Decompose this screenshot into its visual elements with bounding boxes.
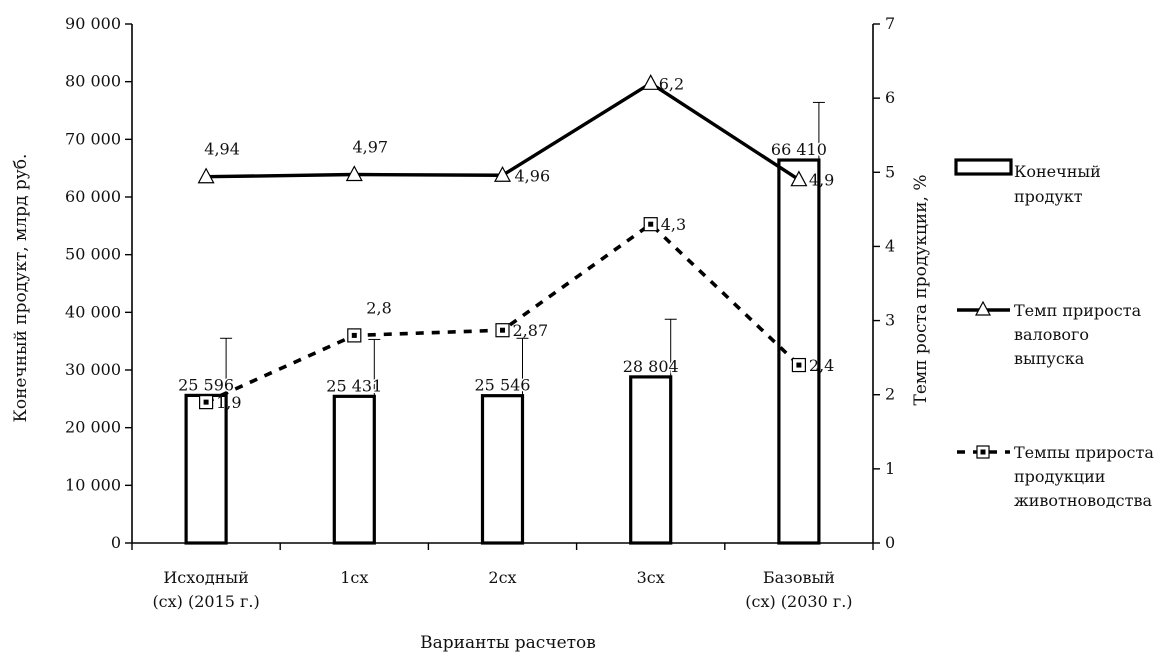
right-tick-label: 0 xyxy=(885,533,895,552)
square-marker-dot xyxy=(500,327,505,333)
legend-label: валового xyxy=(1014,325,1089,344)
legend-label: Темп прироста xyxy=(1014,301,1142,320)
line-value-label: 2,87 xyxy=(513,321,549,340)
bar xyxy=(184,393,228,545)
line-value-label: 1,9 xyxy=(216,393,241,412)
x-tick-label: 3сх xyxy=(637,568,665,587)
legend-label: выпуска xyxy=(1014,349,1085,368)
legend-label: Конечный xyxy=(1014,162,1101,181)
x-axis-title: Варианты расчетов xyxy=(420,633,596,653)
square-marker-dot xyxy=(796,362,802,368)
bars xyxy=(184,101,825,545)
line-value-label: 4,96 xyxy=(515,166,551,185)
legend-triangle-marker xyxy=(974,300,992,316)
legend-square-dot xyxy=(980,449,986,455)
x-tick-label: 1сх xyxy=(340,568,368,587)
bar-value-label: 66 410 xyxy=(771,140,827,159)
left-tick-label: 70 000 xyxy=(65,129,121,148)
left-tick-label: 50 000 xyxy=(65,245,121,264)
legend-label: животноводства xyxy=(1014,491,1152,510)
square-marker-dot xyxy=(648,221,654,227)
bar xyxy=(480,394,525,545)
legend-bar-swatch xyxy=(954,158,1013,176)
series-lines xyxy=(197,74,808,410)
right-tick-label: 3 xyxy=(885,311,895,330)
left-y-axis-title: Конечный продукт, млрд руб. xyxy=(11,154,31,423)
left-tick-label: 40 000 xyxy=(65,302,121,321)
line-value-label: 4,3 xyxy=(661,215,686,234)
right-tick-label: 4 xyxy=(885,236,895,255)
bar-value-label: 25 546 xyxy=(475,376,531,395)
triangle-marker xyxy=(493,165,512,182)
right-tick-label: 1 xyxy=(885,459,895,478)
square-marker-dot xyxy=(203,399,209,405)
triangle-marker xyxy=(345,165,363,182)
left-tick-label: 0 xyxy=(111,533,121,552)
left-tick-label: 30 000 xyxy=(65,360,121,379)
line-value-label: 4,9 xyxy=(809,171,834,190)
line-value-label: 4,97 xyxy=(352,138,388,157)
x-tick-label: Базовый xyxy=(763,568,835,587)
right-y-axis-title: Темп роста продукции, % xyxy=(911,174,931,405)
triangle-marker xyxy=(197,167,215,184)
square-marker-dot xyxy=(351,332,357,338)
data-labels: 25 596 25 431 25 546 28 804 66 410 4,94 4,97 4,… xyxy=(177,74,835,412)
x-tick-label: (сх) (2030 г.) xyxy=(745,592,852,611)
line-value-label: 4,94 xyxy=(204,140,240,159)
right-tick-label: 5 xyxy=(885,162,895,181)
left-tick-label: 90 000 xyxy=(65,14,121,33)
right-tick-label: 6 xyxy=(885,88,895,107)
line-value-label: 6,2 xyxy=(659,74,684,93)
line-value-label: 2,8 xyxy=(366,298,391,317)
bar xyxy=(332,394,376,545)
right-tick-label: 7 xyxy=(885,14,895,33)
right-tick-label: 2 xyxy=(885,385,895,404)
left-tick-label: 80 000 xyxy=(65,72,121,91)
x-tick-label: 2сх xyxy=(488,568,516,587)
bar-value-label: 28 804 xyxy=(623,357,679,376)
bar xyxy=(629,375,673,545)
axes: 0 10 000 20 000 30 000 40 000 50 000 60 000 70 … xyxy=(65,14,895,611)
series-line-gross-output xyxy=(206,81,800,182)
legend-label: Темпы прироста xyxy=(1014,443,1154,462)
bar-value-label: 25 596 xyxy=(178,375,234,394)
x-tick-label: (сх) (2015 г.) xyxy=(152,592,259,611)
left-tick-label: 60 000 xyxy=(65,187,121,206)
left-tick-label: 10 000 xyxy=(65,475,121,494)
left-tick-label: 20 000 xyxy=(65,418,121,437)
legend-label: продукт xyxy=(1014,187,1083,206)
triangle-marker xyxy=(790,170,808,187)
x-tick-label: Исходный xyxy=(163,568,248,587)
bar-value-label: 25 431 xyxy=(326,376,382,395)
legend-label: продукции xyxy=(1014,467,1105,486)
line-value-label: 2,4 xyxy=(809,356,834,375)
triangle-marker xyxy=(642,74,660,90)
legend: Конечный продукт Темп прироста валового выпу… xyxy=(954,158,1154,510)
